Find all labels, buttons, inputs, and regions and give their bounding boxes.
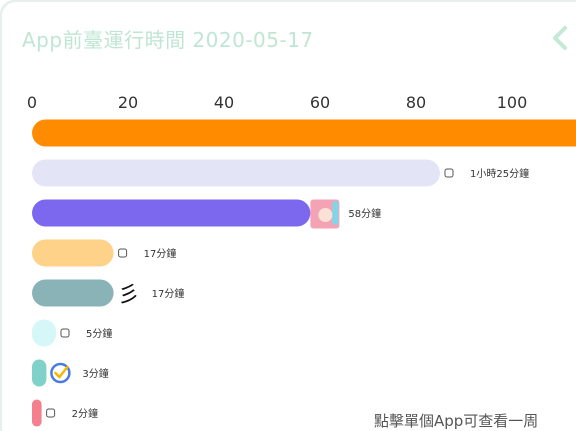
app-icon-checkmark <box>50 362 71 384</box>
page-title: App前臺運行時間 2020-05-17 <box>22 28 314 52</box>
bar-value-label: 1小時25分鐘 <box>470 167 529 180</box>
app-icon-anime-avatar <box>310 199 340 229</box>
x-tick-label: 80 <box>406 93 426 112</box>
bar[interactable] <box>32 279 114 307</box>
bar[interactable] <box>32 119 576 147</box>
axis-ticks: 0 20 40 60 80 100 <box>27 93 527 112</box>
bar-row[interactable] <box>32 119 576 147</box>
bar[interactable] <box>32 359 47 387</box>
app-icon-calligraphy: 彡 <box>118 283 140 308</box>
app-icon-document <box>46 408 56 418</box>
x-tick-label: 40 <box>214 93 234 112</box>
bar-value-label: 2分鐘 <box>72 407 98 420</box>
bar-value-label: 58分鐘 <box>348 207 381 220</box>
app-icon-flag <box>60 328 70 338</box>
bar[interactable] <box>32 399 42 427</box>
bar-row[interactable]: 58分鐘 <box>32 199 381 229</box>
bar-row[interactable]: 彡 17分鐘 <box>32 279 185 309</box>
chevron-left-icon[interactable] <box>548 24 572 52</box>
x-tick-label: 0 <box>27 93 37 112</box>
x-tick-label: 60 <box>310 93 330 112</box>
bar-row[interactable]: 17分鐘 <box>32 239 177 267</box>
bar[interactable] <box>32 319 56 347</box>
bar-row[interactable]: 2分鐘 <box>32 399 98 427</box>
bar-value-label: 5分鐘 <box>86 327 112 340</box>
footer-hint: 點擊單個App可查看一周 <box>374 412 539 430</box>
bar-value-label: 3分鐘 <box>82 367 108 380</box>
bar-value-label: 17分鐘 <box>144 247 177 260</box>
bar[interactable] <box>32 199 311 227</box>
x-tick-label: 20 <box>118 93 138 112</box>
app-icon-crown <box>118 248 128 258</box>
x-tick-label: 100 <box>497 93 528 112</box>
svg-text:彡: 彡 <box>118 283 140 308</box>
bar-row[interactable]: 5分鐘 <box>32 319 112 347</box>
bar-row[interactable]: 1小時25分鐘 <box>32 159 529 187</box>
bar-value-label: 17分鐘 <box>152 287 185 300</box>
bar[interactable] <box>32 159 440 187</box>
app-icon-lavender <box>444 168 454 178</box>
bar[interactable] <box>32 239 114 267</box>
bar-row[interactable]: 3分鐘 <box>32 359 109 387</box>
